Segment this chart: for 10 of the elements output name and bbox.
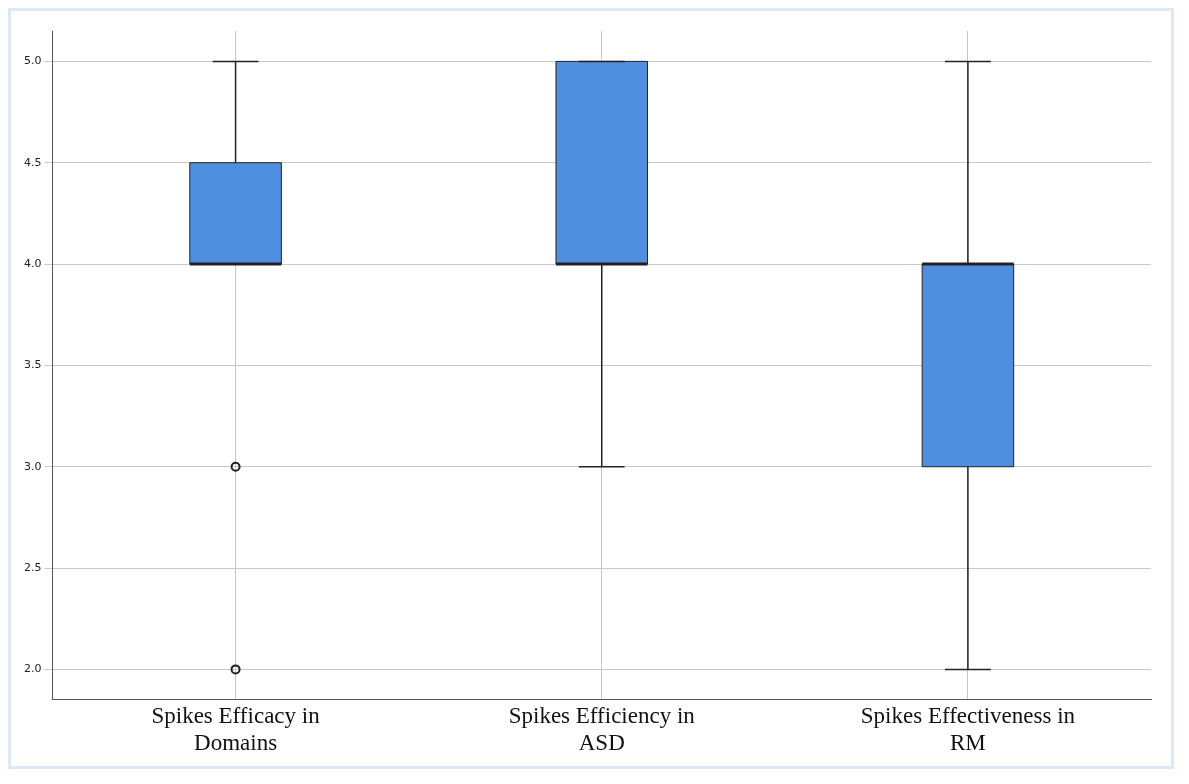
y-tick-label: 5.0 bbox=[23, 54, 42, 68]
y-tick-label: 4.0 bbox=[23, 256, 42, 270]
x-tick-label: Spikes Efficiency in ASD bbox=[508, 702, 696, 756]
x-tick-label: Spikes Effectiveness in RM bbox=[860, 702, 1076, 756]
x-tick-label: Spikes Efficacy in Domains bbox=[151, 702, 321, 756]
y-tick-label: 3.0 bbox=[23, 459, 42, 473]
y-tick-label: 3.5 bbox=[23, 358, 42, 372]
y-tick-label: 4.5 bbox=[23, 155, 42, 169]
y-tick-label: 2.5 bbox=[23, 560, 42, 574]
y-tick-label: 2.0 bbox=[23, 662, 42, 676]
